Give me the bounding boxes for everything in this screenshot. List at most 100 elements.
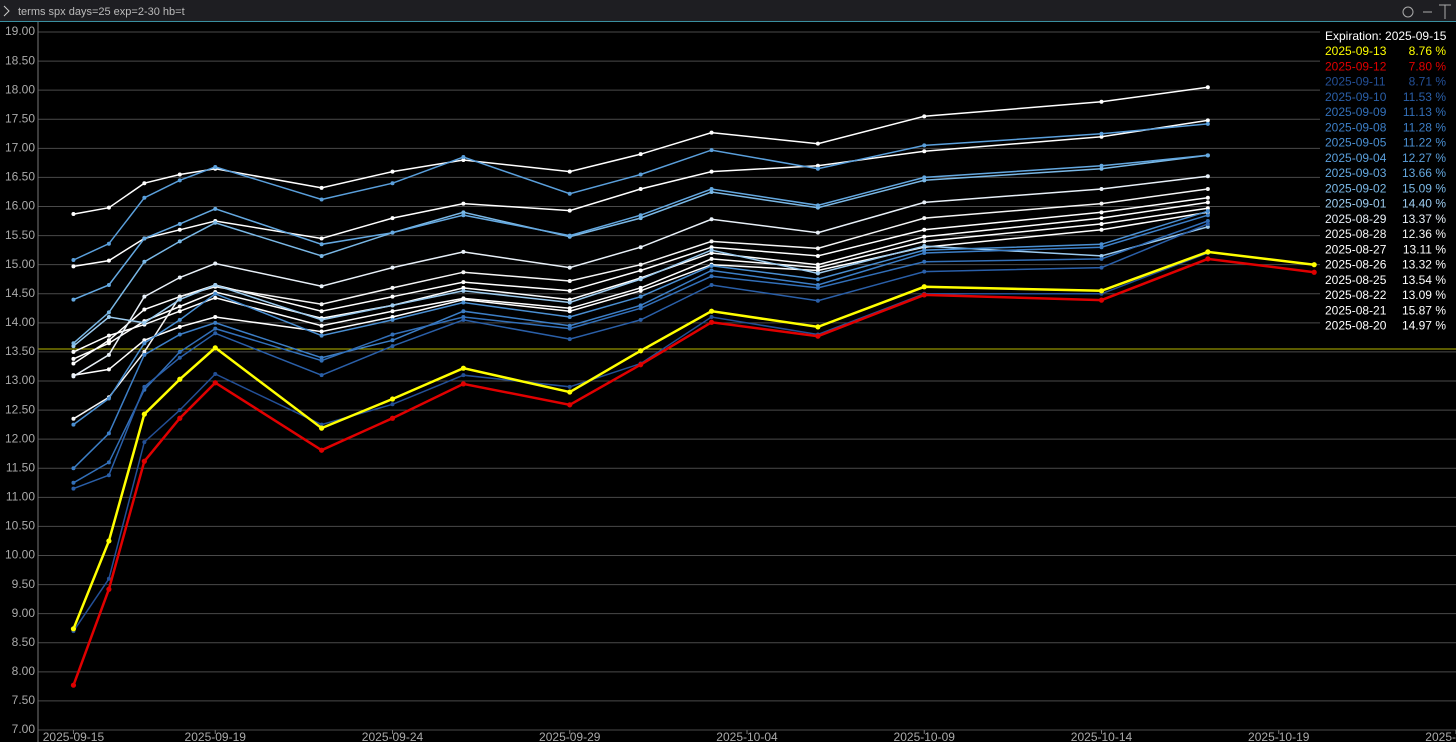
series-line bbox=[72, 257, 1315, 686]
y-tick-label: 15.50 bbox=[5, 228, 35, 242]
data-point bbox=[71, 486, 76, 491]
data-point bbox=[106, 315, 111, 320]
data-point bbox=[390, 285, 395, 290]
data-point bbox=[567, 306, 572, 311]
data-point bbox=[461, 296, 466, 301]
legend-label: 2025-09-01 bbox=[1325, 197, 1387, 211]
data-point bbox=[177, 297, 182, 302]
data-point bbox=[1205, 219, 1210, 224]
data-point bbox=[567, 233, 572, 238]
header-border bbox=[0, 21, 1456, 22]
data-point bbox=[177, 309, 182, 314]
data-point bbox=[177, 275, 182, 280]
data-point bbox=[638, 294, 643, 299]
data-point bbox=[390, 216, 395, 221]
legend-value: 15.87 % bbox=[1402, 303, 1446, 317]
data-point bbox=[922, 234, 927, 239]
data-point bbox=[71, 374, 76, 379]
data-point bbox=[567, 297, 572, 302]
data-point bbox=[1099, 242, 1104, 247]
legend-label: 2025-08-21 bbox=[1325, 303, 1387, 317]
data-point bbox=[567, 326, 572, 331]
data-point bbox=[1098, 288, 1105, 294]
data-point bbox=[815, 277, 820, 282]
data-point bbox=[709, 248, 714, 253]
data-point bbox=[922, 175, 927, 180]
y-tick-label: 9.00 bbox=[12, 606, 36, 620]
data-point bbox=[1205, 209, 1210, 214]
data-point bbox=[922, 248, 927, 253]
data-point bbox=[922, 269, 927, 274]
data-point bbox=[319, 317, 324, 322]
legend-label: 2025-09-13 bbox=[1325, 44, 1387, 58]
x-tick-label: 2025-09-15 bbox=[43, 730, 105, 742]
data-point bbox=[319, 253, 324, 258]
data-point bbox=[460, 365, 466, 371]
expand-icon[interactable] bbox=[3, 5, 10, 17]
data-point bbox=[1205, 195, 1210, 200]
data-point bbox=[142, 320, 147, 325]
data-point bbox=[922, 239, 927, 244]
data-point bbox=[815, 283, 820, 288]
data-point bbox=[177, 239, 182, 244]
data-point bbox=[921, 292, 927, 298]
legend-label: 2025-09-04 bbox=[1325, 151, 1387, 165]
data-point bbox=[709, 268, 714, 273]
data-point bbox=[461, 249, 466, 254]
data-point bbox=[141, 411, 147, 417]
data-point bbox=[815, 298, 820, 303]
data-point bbox=[1205, 174, 1210, 179]
pin-icon[interactable] bbox=[1439, 4, 1451, 19]
data-point bbox=[922, 114, 927, 119]
data-point bbox=[1099, 216, 1104, 221]
data-point bbox=[319, 425, 325, 431]
y-tick-label: 16.00 bbox=[5, 199, 35, 213]
legend-label: 2025-09-12 bbox=[1325, 59, 1387, 73]
data-point bbox=[638, 285, 643, 290]
data-point bbox=[106, 241, 111, 246]
data-point bbox=[567, 315, 572, 320]
data-point bbox=[567, 265, 572, 270]
data-point bbox=[71, 264, 76, 269]
data-point bbox=[106, 473, 111, 478]
x-tick-label: 2025-10-24 bbox=[1425, 730, 1456, 742]
settings-icon[interactable] bbox=[1402, 6, 1414, 18]
legend-label: 2025-08-27 bbox=[1325, 242, 1387, 256]
legend-label: 2025-09-11 bbox=[1325, 75, 1386, 89]
data-point bbox=[390, 402, 395, 407]
data-point bbox=[638, 152, 643, 157]
data-point bbox=[319, 355, 324, 360]
data-point bbox=[567, 384, 572, 389]
data-point bbox=[71, 422, 76, 427]
data-point bbox=[177, 376, 183, 382]
data-point bbox=[638, 213, 643, 218]
y-tick-label: 17.50 bbox=[5, 111, 35, 125]
legend-label: 2025-08-22 bbox=[1325, 288, 1387, 302]
data-point bbox=[1205, 213, 1210, 218]
data-point bbox=[390, 294, 395, 299]
data-point bbox=[71, 297, 76, 302]
data-point bbox=[106, 205, 111, 210]
y-tick-label: 19.00 bbox=[5, 24, 35, 38]
data-point bbox=[319, 323, 324, 328]
data-point bbox=[319, 284, 324, 289]
data-point bbox=[319, 358, 324, 363]
data-point bbox=[709, 187, 714, 192]
legend-value: 15.09 % bbox=[1402, 181, 1446, 195]
data-point bbox=[71, 361, 76, 366]
data-point bbox=[922, 259, 927, 264]
y-tick-label: 8.00 bbox=[12, 664, 36, 678]
legend-value: 13.54 % bbox=[1402, 273, 1446, 287]
y-tick-label: 18.00 bbox=[5, 82, 35, 96]
data-point bbox=[567, 278, 572, 283]
data-point bbox=[922, 227, 927, 232]
x-tick-label: 2025-10-04 bbox=[716, 730, 778, 742]
data-point bbox=[213, 320, 218, 325]
data-point bbox=[319, 197, 324, 202]
data-point bbox=[567, 402, 573, 408]
y-tick-label: 9.50 bbox=[12, 577, 36, 591]
data-point bbox=[213, 295, 218, 300]
data-point bbox=[709, 251, 714, 256]
data-point bbox=[106, 538, 112, 544]
data-point bbox=[567, 309, 572, 314]
